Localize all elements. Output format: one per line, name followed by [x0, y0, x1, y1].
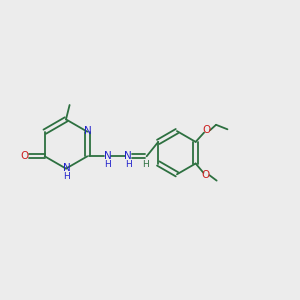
Text: H: H: [104, 160, 111, 169]
Text: O: O: [20, 151, 28, 161]
Text: N: N: [124, 151, 132, 161]
Text: H: H: [125, 160, 131, 169]
Text: H: H: [63, 172, 70, 181]
Text: N: N: [84, 126, 92, 136]
Text: O: O: [202, 125, 211, 135]
Text: N: N: [104, 151, 112, 161]
Text: N: N: [63, 163, 70, 173]
Text: H: H: [142, 160, 149, 169]
Text: O: O: [202, 170, 210, 180]
